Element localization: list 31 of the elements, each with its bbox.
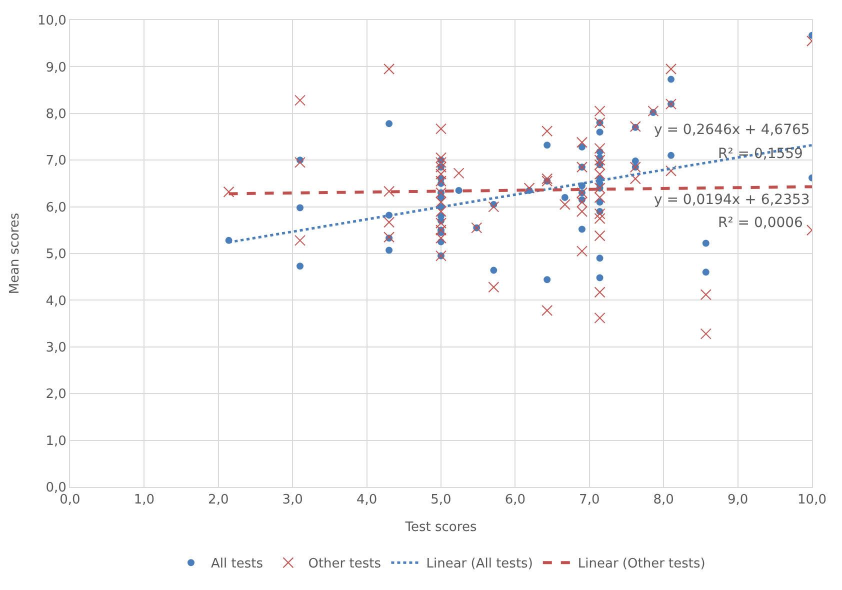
x-axis-title: Test scores	[404, 520, 477, 536]
legend-label: Linear (All tests)	[426, 556, 533, 572]
x-tick-label: 7,0	[579, 492, 600, 508]
x-tick-label: 10,0	[798, 492, 826, 508]
y-tick-label: 10,0	[37, 14, 66, 29]
x-tick-label: 5,0	[430, 492, 452, 508]
y-tick-label: 9,0	[46, 60, 66, 76]
x-tick-label: 8,0	[653, 492, 674, 508]
annotation: R² = 0,1559	[718, 146, 803, 162]
annotation: R² = 0,0006	[718, 215, 804, 231]
x-tick-label: 3,0	[282, 492, 303, 508]
y-tick-label: 5,0	[46, 247, 66, 262]
y-tick-label: 7,0	[46, 154, 66, 169]
x-tick-label: 9,0	[727, 492, 748, 508]
y-tick-label: 8,0	[46, 106, 66, 122]
x-tick-label: 6,0	[504, 492, 526, 508]
y-tick-label: 1,0	[46, 434, 66, 449]
y-tick-label: 4,0	[46, 294, 66, 309]
y-tick-label: 6,0	[46, 200, 66, 216]
x-tick-label: 2,0	[208, 492, 229, 508]
y-tick-label: 2,0	[46, 387, 66, 402]
x-tick-label: 1,0	[134, 492, 155, 508]
legend-label: Other tests	[308, 556, 382, 572]
legend-label: All tests	[211, 556, 264, 572]
legend-label: Linear (Other tests)	[578, 556, 706, 572]
annotation: y = 0,0194x + 6,2353	[654, 192, 810, 208]
y-axis-title: Mean scores	[7, 212, 22, 294]
x-tick-label: 0,0	[60, 492, 80, 508]
x-tick-label: 4,0	[356, 492, 378, 508]
y-tick-label: 3,0	[46, 340, 66, 356]
annotation: y = 0,2646x + 4,6765	[654, 122, 810, 138]
